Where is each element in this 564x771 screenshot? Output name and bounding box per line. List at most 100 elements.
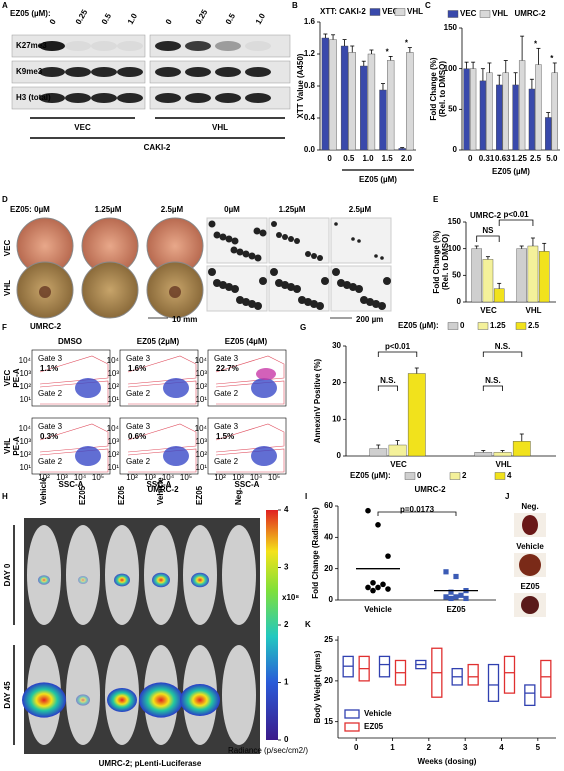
blot-strip	[11, 34, 146, 58]
mouse	[222, 525, 256, 625]
colony-dot	[317, 255, 323, 261]
x-tick-label: VEC	[480, 306, 497, 315]
colony-dot	[242, 250, 250, 258]
colorbar-tick-label: 0	[284, 735, 289, 744]
gate-label: Gate 2	[38, 389, 63, 398]
dose: 0µM	[224, 205, 240, 214]
blot-strip	[149, 34, 291, 58]
colorbar-tick-label: 3	[284, 563, 289, 572]
row-label: DAY 45	[3, 681, 12, 709]
legend-swatch	[447, 10, 459, 18]
bar	[551, 72, 558, 151]
column-label: EZ05	[195, 485, 204, 505]
gate-label: Gate 3	[38, 354, 63, 363]
row-label: VEC	[3, 240, 12, 257]
column-label: Neg.	[234, 488, 243, 505]
chart-title: UMRC-2	[514, 9, 546, 18]
annotation: N.S.	[495, 342, 511, 351]
axis-tick: 10³	[107, 437, 119, 446]
gate-label: Gate 3	[214, 422, 239, 431]
point	[380, 581, 386, 588]
dose: 0µM	[34, 205, 50, 214]
axis-tick: 10¹	[19, 463, 31, 472]
x-tick-label: VHL	[496, 460, 512, 469]
colony-dot	[282, 234, 288, 240]
column-label: EZ05	[78, 485, 87, 505]
legend-swatch	[394, 8, 406, 16]
x-tick-label: EZ05	[446, 605, 466, 614]
panel-label: A	[2, 1, 8, 10]
x-axis-label: UMRC-2	[414, 485, 446, 494]
point	[365, 584, 371, 591]
x-tick-label: 1.5	[382, 154, 394, 163]
colony-dot	[311, 253, 317, 259]
y-tick-label: 20	[332, 378, 341, 387]
colony-dot	[357, 239, 361, 243]
x-tick-label: 0	[354, 743, 359, 752]
point	[453, 594, 459, 600]
colony-dot	[254, 254, 262, 262]
signal	[38, 575, 50, 585]
plate	[81, 261, 139, 319]
point	[375, 584, 381, 591]
y-axis-label: Fold Change (%)	[429, 57, 438, 120]
gate	[39, 380, 109, 405]
band	[185, 93, 211, 103]
y-tick-label: 100	[444, 64, 458, 73]
x-tick-label: 3	[463, 743, 468, 752]
panel-label: B	[292, 1, 298, 10]
axis-tick: 10³	[195, 369, 207, 378]
mouse	[66, 525, 100, 625]
band	[155, 93, 181, 103]
kidney	[522, 515, 538, 535]
kidney-label: Neg.	[521, 502, 538, 511]
percentage: 1.1%	[40, 364, 58, 373]
axis-tick: 10³	[19, 437, 31, 446]
bracket	[482, 385, 503, 391]
colony-dot	[208, 220, 216, 228]
axis-tick: 10⁵	[268, 473, 280, 482]
bar	[379, 89, 387, 151]
panel-label: F	[2, 323, 7, 332]
axis-label: SSC-A	[59, 480, 84, 489]
gate	[215, 380, 285, 405]
band	[155, 67, 181, 77]
significance: *	[534, 39, 538, 48]
bar	[407, 373, 426, 457]
colony-dot	[276, 232, 282, 238]
column-label: EZ05 (4µM)	[225, 337, 268, 346]
legend-label: 4	[507, 471, 512, 480]
row-label: DAY 0	[3, 563, 12, 586]
flow-plot	[119, 349, 199, 407]
colony-dot	[219, 233, 227, 241]
colony-dot	[225, 235, 233, 243]
bar	[512, 441, 531, 457]
bar	[493, 452, 512, 457]
x-tick-label: 0.5	[343, 154, 355, 163]
events	[251, 446, 277, 466]
colony-dot	[351, 237, 355, 241]
colony-dot	[305, 251, 311, 257]
gate-label: Gate 3	[38, 422, 63, 431]
legend-label: 0	[417, 471, 422, 480]
y-tick-label: 1.2	[304, 49, 316, 58]
colony-dot	[236, 248, 244, 256]
bar	[329, 39, 337, 151]
mouse	[27, 525, 61, 625]
kidney	[521, 596, 539, 614]
row-label: VHL	[3, 280, 12, 296]
annotation: N.S.	[485, 376, 501, 385]
y-tick-label: 0	[329, 595, 334, 604]
axis-tick: 10⁴	[19, 424, 32, 433]
axis-tick: 10³	[107, 369, 119, 378]
bar	[493, 288, 505, 303]
legend-swatch	[369, 8, 381, 16]
bar	[463, 68, 470, 151]
colony-dot	[213, 231, 221, 239]
y-tick-label: 1.6	[304, 17, 316, 26]
gate-label: Gate 3	[126, 354, 151, 363]
gate	[215, 448, 285, 473]
events	[75, 446, 101, 466]
bar	[398, 148, 406, 151]
